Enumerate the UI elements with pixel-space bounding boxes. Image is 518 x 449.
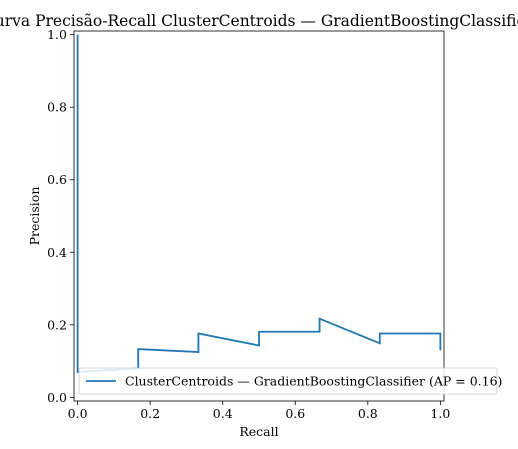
x-tick-label: 0.2 [140,406,160,421]
y-tick-label: 1.0 [47,27,67,42]
legend-entry-label: ClusterCentroids — GradientBoostingClass… [125,374,502,389]
x-tick-label: 0.0 [68,406,88,421]
x-tick-label: 1.0 [430,406,450,421]
y-axis-label: Precision [27,187,42,246]
legend: ClusterCentroids — GradientBoostingClass… [78,367,502,395]
plot-frame [73,30,445,402]
y-tick-label: 0.6 [47,172,67,187]
x-axis-label: Recall [239,424,278,439]
y-axis-ticks: 0.0 0.2 0.4 0.6 0.8 1.0 [47,27,74,405]
y-tick-label: 0.8 [47,100,67,115]
y-tick-label: 0.2 [47,317,67,332]
series-layer [76,34,442,373]
x-axis-ticks: 0.0 0.2 0.4 0.6 0.8 1.0 [68,401,450,421]
x-tick-label: 0.4 [213,406,233,421]
y-tick-label: 0.0 [47,390,67,405]
chart-title: Curva Precisão-Recall ClusterCentroids —… [0,12,518,30]
legend-box [78,367,498,395]
pr-curve-line [76,34,442,373]
y-tick-label: 0.4 [47,245,67,260]
x-tick-label: 0.8 [358,406,378,421]
x-tick-label: 0.6 [285,406,305,421]
